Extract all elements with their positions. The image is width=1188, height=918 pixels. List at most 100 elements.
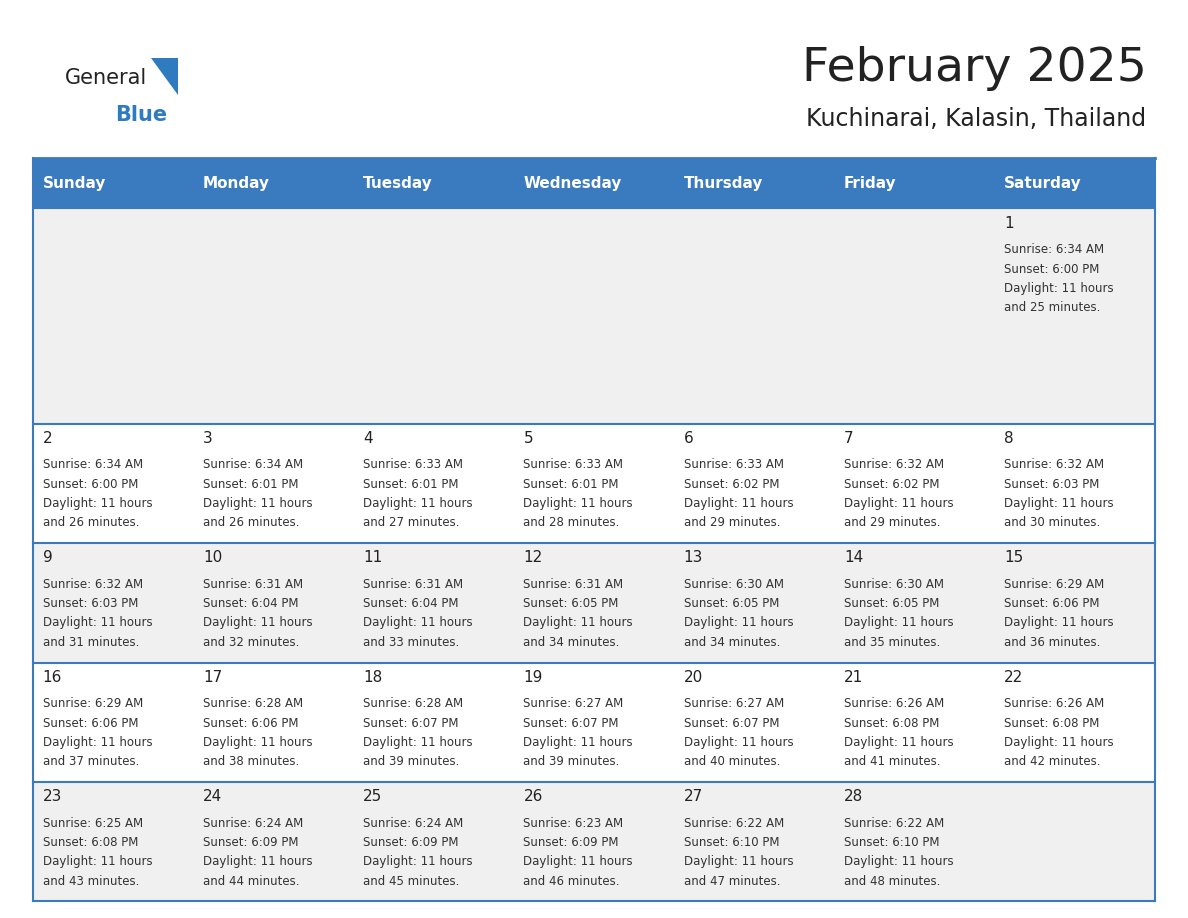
Text: Sunset: 6:07 PM: Sunset: 6:07 PM	[683, 717, 779, 730]
Text: Sunset: 6:01 PM: Sunset: 6:01 PM	[364, 477, 459, 491]
Bar	[33, 663, 1155, 782]
Text: Sunrise: 6:28 AM: Sunrise: 6:28 AM	[364, 698, 463, 711]
Text: and 29 minutes.: and 29 minutes.	[843, 516, 941, 530]
Text: and 34 minutes.: and 34 minutes.	[524, 636, 620, 649]
Text: Sunset: 6:10 PM: Sunset: 6:10 PM	[843, 836, 940, 849]
Text: Sunrise: 6:33 AM: Sunrise: 6:33 AM	[364, 458, 463, 472]
Bar	[33, 782, 1155, 901]
Text: Sunset: 6:02 PM: Sunset: 6:02 PM	[843, 477, 940, 491]
Text: and 47 minutes.: and 47 minutes.	[683, 875, 781, 888]
Text: Sunrise: 6:34 AM: Sunrise: 6:34 AM	[203, 458, 303, 472]
Text: and 39 minutes.: and 39 minutes.	[364, 756, 460, 768]
Text: Sunday: Sunday	[43, 175, 106, 191]
Text: Daylight: 11 hours: Daylight: 11 hours	[43, 497, 152, 510]
Text: Sunrise: 6:25 AM: Sunrise: 6:25 AM	[43, 817, 143, 830]
Text: Daylight: 11 hours: Daylight: 11 hours	[43, 617, 152, 630]
Text: Daylight: 11 hours: Daylight: 11 hours	[364, 856, 473, 868]
Text: Daylight: 11 hours: Daylight: 11 hours	[43, 736, 152, 749]
Text: Daylight: 11 hours: Daylight: 11 hours	[1004, 282, 1113, 295]
Text: and 26 minutes.: and 26 minutes.	[43, 516, 139, 530]
Text: Sunrise: 6:26 AM: Sunrise: 6:26 AM	[843, 698, 944, 711]
Text: Sunrise: 6:34 AM: Sunrise: 6:34 AM	[43, 458, 143, 472]
Text: and 43 minutes.: and 43 minutes.	[43, 875, 139, 888]
Text: Sunset: 6:02 PM: Sunset: 6:02 PM	[683, 477, 779, 491]
Bar	[194, 158, 354, 208]
Text: Sunrise: 6:33 AM: Sunrise: 6:33 AM	[683, 458, 784, 472]
Text: Kuchinarai, Kalasin, Thailand: Kuchinarai, Kalasin, Thailand	[807, 107, 1146, 131]
Text: and 26 minutes.: and 26 minutes.	[203, 516, 299, 530]
Text: 26: 26	[524, 789, 543, 804]
Text: Daylight: 11 hours: Daylight: 11 hours	[683, 736, 794, 749]
Text: 20: 20	[683, 670, 703, 685]
Text: Sunset: 6:10 PM: Sunset: 6:10 PM	[683, 836, 779, 849]
Text: and 37 minutes.: and 37 minutes.	[43, 756, 139, 768]
Text: Daylight: 11 hours: Daylight: 11 hours	[203, 856, 312, 868]
Text: 18: 18	[364, 670, 383, 685]
Text: Sunrise: 6:23 AM: Sunrise: 6:23 AM	[524, 817, 624, 830]
Text: Sunset: 6:03 PM: Sunset: 6:03 PM	[43, 598, 138, 610]
Bar	[834, 158, 994, 208]
Text: Sunset: 6:05 PM: Sunset: 6:05 PM	[843, 598, 940, 610]
Text: and 30 minutes.: and 30 minutes.	[1004, 516, 1100, 530]
Text: and 42 minutes.: and 42 minutes.	[1004, 756, 1100, 768]
Text: 28: 28	[843, 789, 862, 804]
Text: Daylight: 11 hours: Daylight: 11 hours	[843, 497, 954, 510]
Text: Friday: Friday	[843, 175, 897, 191]
Text: Sunrise: 6:32 AM: Sunrise: 6:32 AM	[43, 578, 143, 591]
Text: Sunset: 6:07 PM: Sunset: 6:07 PM	[524, 717, 619, 730]
Text: Monday: Monday	[203, 175, 270, 191]
Text: Sunrise: 6:34 AM: Sunrise: 6:34 AM	[1004, 243, 1104, 256]
Text: General: General	[65, 68, 147, 88]
Text: Sunrise: 6:22 AM: Sunrise: 6:22 AM	[843, 817, 944, 830]
Text: Thursday: Thursday	[683, 175, 763, 191]
Text: Sunrise: 6:24 AM: Sunrise: 6:24 AM	[203, 817, 303, 830]
Text: Daylight: 11 hours: Daylight: 11 hours	[364, 617, 473, 630]
Bar	[514, 158, 674, 208]
Text: Daylight: 11 hours: Daylight: 11 hours	[524, 856, 633, 868]
Text: and 44 minutes.: and 44 minutes.	[203, 875, 299, 888]
Text: Daylight: 11 hours: Daylight: 11 hours	[1004, 497, 1113, 510]
Text: Daylight: 11 hours: Daylight: 11 hours	[203, 617, 312, 630]
Text: 8: 8	[1004, 431, 1013, 446]
Text: 3: 3	[203, 431, 213, 446]
Text: Daylight: 11 hours: Daylight: 11 hours	[524, 736, 633, 749]
Text: 27: 27	[683, 789, 703, 804]
Text: and 36 minutes.: and 36 minutes.	[1004, 636, 1100, 649]
Text: 10: 10	[203, 551, 222, 565]
Text: Sunset: 6:00 PM: Sunset: 6:00 PM	[43, 477, 138, 491]
Text: Daylight: 11 hours: Daylight: 11 hours	[203, 736, 312, 749]
Text: Sunrise: 6:29 AM: Sunrise: 6:29 AM	[43, 698, 143, 711]
Text: and 27 minutes.: and 27 minutes.	[364, 516, 460, 530]
Text: 1: 1	[1004, 216, 1013, 230]
Text: Tuesday: Tuesday	[364, 175, 432, 191]
Text: Saturday: Saturday	[1004, 175, 1082, 191]
Text: 11: 11	[364, 551, 383, 565]
Text: 19: 19	[524, 670, 543, 685]
Text: Sunset: 6:06 PM: Sunset: 6:06 PM	[43, 717, 138, 730]
Text: and 48 minutes.: and 48 minutes.	[843, 875, 940, 888]
Text: and 40 minutes.: and 40 minutes.	[683, 756, 781, 768]
Text: Sunrise: 6:32 AM: Sunrise: 6:32 AM	[1004, 458, 1104, 472]
Text: Sunset: 6:01 PM: Sunset: 6:01 PM	[203, 477, 298, 491]
Text: 16: 16	[43, 670, 62, 685]
Text: Sunset: 6:04 PM: Sunset: 6:04 PM	[364, 598, 459, 610]
Text: Sunset: 6:06 PM: Sunset: 6:06 PM	[203, 717, 298, 730]
Text: Sunrise: 6:26 AM: Sunrise: 6:26 AM	[1004, 698, 1105, 711]
Text: 23: 23	[43, 789, 62, 804]
Text: Daylight: 11 hours: Daylight: 11 hours	[683, 617, 794, 630]
Text: Sunset: 6:08 PM: Sunset: 6:08 PM	[43, 836, 138, 849]
Text: Sunset: 6:08 PM: Sunset: 6:08 PM	[1004, 717, 1099, 730]
Text: and 34 minutes.: and 34 minutes.	[683, 636, 781, 649]
Text: Daylight: 11 hours: Daylight: 11 hours	[1004, 736, 1113, 749]
Text: 9: 9	[43, 551, 52, 565]
Text: Sunset: 6:09 PM: Sunset: 6:09 PM	[203, 836, 298, 849]
Text: Daylight: 11 hours: Daylight: 11 hours	[43, 856, 152, 868]
Text: and 46 minutes.: and 46 minutes.	[524, 875, 620, 888]
Text: Sunset: 6:07 PM: Sunset: 6:07 PM	[364, 717, 459, 730]
Text: 17: 17	[203, 670, 222, 685]
Text: and 25 minutes.: and 25 minutes.	[1004, 301, 1100, 314]
Text: and 41 minutes.: and 41 minutes.	[843, 756, 941, 768]
Text: Sunset: 6:09 PM: Sunset: 6:09 PM	[364, 836, 459, 849]
Text: Daylight: 11 hours: Daylight: 11 hours	[364, 497, 473, 510]
Bar	[994, 158, 1155, 208]
